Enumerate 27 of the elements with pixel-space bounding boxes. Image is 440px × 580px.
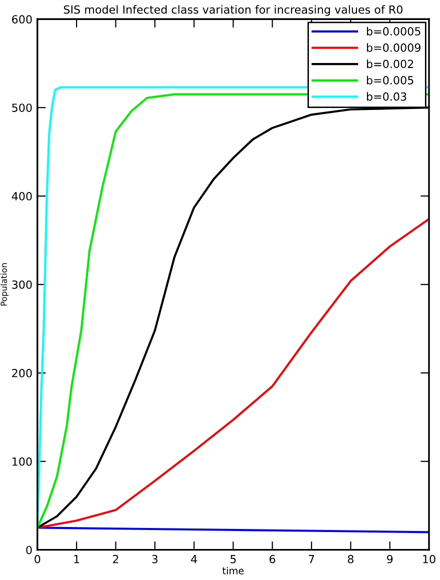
x-tick-label: 2	[113, 554, 118, 564]
legend-label: b=0.0009	[366, 43, 420, 52]
legend-label: b=0.005	[366, 76, 414, 84]
chart-title: SIS model Infected class variation for increasing values of R0	[64, 5, 402, 16]
x-tick-label: 3	[152, 554, 158, 564]
x-axis-title: time	[222, 566, 244, 574]
x-tick-label: 4	[191, 555, 197, 564]
y-tick-label: 600	[12, 15, 32, 24]
x-tick-label: 0	[34, 554, 40, 564]
y-tick-label: 0	[26, 546, 32, 554]
y-tick-label: 300	[12, 280, 32, 289]
y-tick-label: 100	[12, 457, 32, 466]
x-tick-label: 5	[230, 555, 236, 564]
legend-label: b=0.002	[366, 60, 414, 68]
x-tick-label: 10	[423, 554, 436, 564]
y-tick-label: 200	[12, 368, 32, 378]
x-tick-label: 1	[74, 555, 80, 564]
legend-label: b=0.03	[366, 92, 406, 101]
y-tick-label: 500	[12, 104, 32, 112]
legend-label: b=0.0005	[366, 26, 420, 36]
y-tick-label: 400	[12, 192, 32, 200]
x-tick-label: 7	[308, 555, 314, 564]
x-tick-label: 8	[348, 554, 354, 564]
x-tick-label: 6	[270, 554, 276, 564]
x-tick-label: 9	[387, 554, 393, 564]
line-series	[37, 218, 429, 529]
y-axis-title: Population	[0, 263, 9, 306]
